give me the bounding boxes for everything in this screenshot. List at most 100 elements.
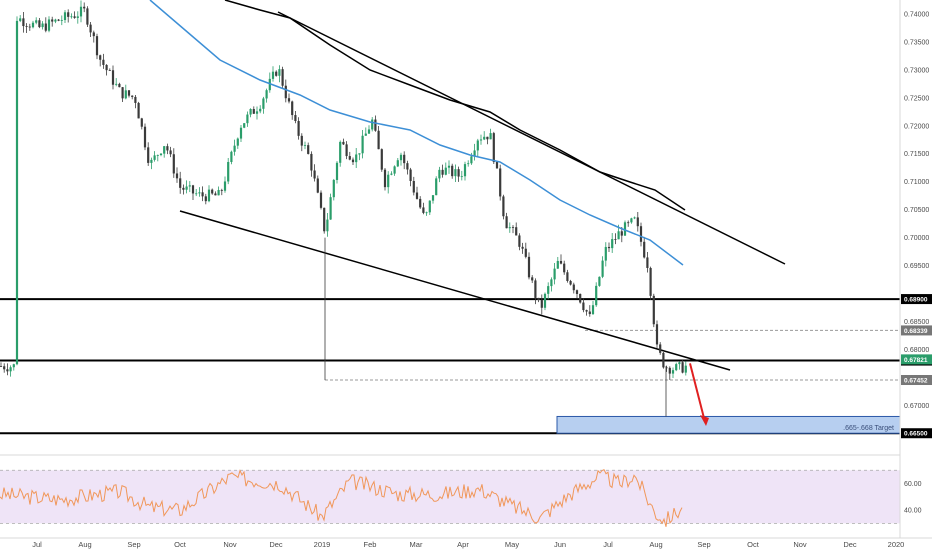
- candle-body: [249, 109, 252, 115]
- candle-body: [566, 272, 569, 281]
- time-tick-label: Nov: [223, 540, 237, 549]
- candle-body: [579, 293, 582, 303]
- price-tick-label: 0.73500: [904, 39, 929, 46]
- candle-body: [438, 169, 441, 179]
- rsi-tick-label: 60.00: [904, 481, 922, 488]
- candle-body: [287, 98, 291, 102]
- time-tick-label: Aug: [649, 540, 662, 549]
- candle-body: [623, 222, 627, 236]
- candle-body: [54, 19, 57, 22]
- candle-body: [278, 69, 281, 76]
- candle-body: [252, 109, 255, 114]
- candle-body: [150, 159, 153, 163]
- candle-body: [412, 180, 415, 193]
- candle-body: [185, 186, 188, 190]
- candle-body: [271, 71, 275, 79]
- time-tick-label: Dec: [269, 540, 283, 549]
- candle-body: [617, 231, 620, 240]
- candle-body: [319, 192, 323, 208]
- time-tick-label: Nov: [793, 540, 807, 549]
- candle-body: [390, 173, 393, 175]
- candle-body: [495, 162, 499, 169]
- candle-body: [553, 268, 556, 280]
- candle-body: [355, 154, 358, 163]
- candle-body: [268, 78, 271, 91]
- candle-body: [22, 18, 25, 27]
- candle-body: [207, 189, 211, 202]
- candle-body: [467, 163, 470, 165]
- time-tick-label: Oct: [747, 540, 760, 549]
- candle-body: [380, 149, 383, 170]
- price-tick-label: 0.69500: [904, 263, 929, 270]
- candle-body: [393, 166, 396, 174]
- candle-body: [591, 305, 595, 315]
- candle-body: [239, 127, 243, 139]
- candle-body: [265, 90, 268, 99]
- candle-body: [294, 115, 297, 121]
- candle-body: [492, 133, 495, 163]
- candle-body: [281, 69, 284, 86]
- candle-body: [358, 153, 361, 155]
- candle-body: [668, 367, 671, 374]
- time-tick-label: Jun: [554, 540, 566, 549]
- candle-body: [575, 290, 579, 294]
- target-zone-label: .665-.668 Target: [843, 425, 894, 432]
- candle-body: [361, 135, 364, 154]
- moving-average-black: [224, 0, 686, 211]
- candle-body: [284, 85, 287, 99]
- candle-body: [415, 192, 419, 199]
- candle-body: [0, 366, 3, 367]
- candle-body: [454, 169, 457, 177]
- time-tick-label: Mar: [410, 540, 423, 549]
- candle-body: [227, 161, 230, 182]
- rsi-tick-label: 40.00: [904, 508, 922, 515]
- candle-body: [524, 248, 527, 257]
- candle-body: [367, 129, 371, 134]
- candle-body: [60, 20, 63, 21]
- candle-body: [19, 18, 22, 21]
- candle-body: [246, 114, 249, 124]
- candle-body: [83, 6, 86, 9]
- candle-body: [115, 83, 118, 85]
- candle-body: [435, 178, 438, 196]
- candle-body: [636, 217, 639, 227]
- candle-body: [460, 176, 463, 178]
- candle-body: [137, 102, 140, 119]
- price-badge: [901, 294, 932, 305]
- price-badge-label: 0.68339: [904, 328, 928, 335]
- candle-body: [35, 20, 38, 23]
- candle-body: [409, 169, 412, 181]
- candle-body: [518, 235, 521, 247]
- candle-body: [297, 120, 300, 136]
- candle-body: [73, 16, 76, 18]
- candle-body: [323, 207, 326, 232]
- candle-body: [44, 23, 47, 31]
- channel-lower-trendline: [179, 210, 731, 371]
- candle-body: [630, 218, 633, 223]
- candle-body: [140, 118, 143, 127]
- price-tick-label: 0.67000: [904, 403, 929, 410]
- candle-body: [505, 216, 508, 229]
- down-arrow-head: [700, 415, 709, 427]
- candle-body: [156, 155, 159, 156]
- candle-body: [89, 24, 92, 33]
- candle-body: [188, 185, 191, 187]
- candle-body: [521, 246, 524, 249]
- candle-body: [486, 136, 489, 140]
- candle-body: [476, 140, 479, 151]
- price-badge-label: 0.66500: [904, 431, 928, 438]
- candle-body: [335, 162, 339, 180]
- candle-body: [559, 260, 563, 264]
- candle-body: [582, 302, 585, 311]
- current-price-badge: [901, 354, 932, 365]
- candle-body: [441, 169, 444, 175]
- price-badge-label: 0.67452: [904, 378, 928, 385]
- time-tick-label: Feb: [364, 540, 377, 549]
- candle-body: [463, 164, 467, 177]
- time-tick-label: Sep: [697, 540, 710, 549]
- candle-body: [166, 146, 169, 151]
- candle-body: [569, 280, 572, 285]
- rsi-band: [0, 470, 900, 524]
- candle-body: [403, 154, 406, 164]
- price-tick-label: 0.68000: [904, 347, 929, 354]
